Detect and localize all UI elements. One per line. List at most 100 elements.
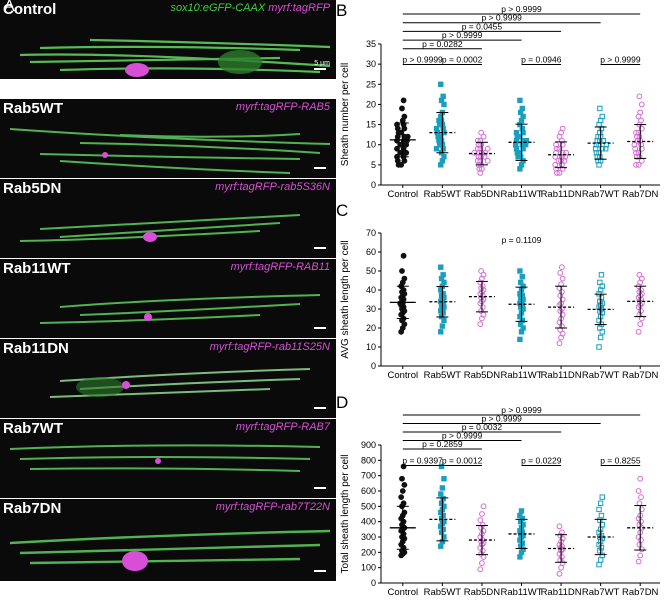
data-point bbox=[635, 488, 642, 494]
y-tick-label: 900 bbox=[361, 440, 376, 450]
data-point bbox=[603, 142, 610, 148]
construct-magenta: myrf:tagRFP bbox=[268, 2, 330, 14]
construct-label: myrf:tagRFP-RAB7 bbox=[235, 421, 330, 433]
p-value-label: p = 0.2859 bbox=[422, 439, 463, 449]
p-value-label: p > 0.9999 bbox=[402, 55, 443, 65]
data-point bbox=[517, 268, 523, 274]
data-point bbox=[597, 325, 603, 331]
data-point bbox=[599, 146, 605, 152]
data-point bbox=[597, 279, 603, 286]
x-tick-label: Rab7WT bbox=[582, 587, 620, 598]
scale-bar bbox=[314, 570, 326, 572]
data-point bbox=[633, 129, 639, 136]
condition-label: Rab5DN bbox=[3, 180, 62, 197]
data-point bbox=[598, 512, 605, 519]
y-tick-label: 600 bbox=[361, 486, 376, 496]
x-tick-label: Rab5WT bbox=[424, 189, 462, 200]
data-point bbox=[513, 129, 520, 136]
p-value-label: p > 0.9999 bbox=[442, 30, 483, 40]
data-point bbox=[631, 141, 638, 148]
data-point bbox=[558, 153, 565, 160]
y-tick-label: 20 bbox=[366, 99, 376, 109]
data-point bbox=[557, 532, 564, 539]
data-point bbox=[597, 105, 603, 112]
x-tick-label: Rab11DN bbox=[541, 370, 582, 381]
data-point bbox=[438, 543, 444, 549]
y-tick-label: 15 bbox=[366, 120, 376, 130]
y-tick-label: 50 bbox=[366, 266, 376, 276]
data-point bbox=[477, 534, 484, 540]
y-tick-label: 0 bbox=[371, 578, 376, 588]
data-point bbox=[471, 149, 478, 156]
x-tick-label: Rab7WT bbox=[582, 189, 620, 200]
data-point bbox=[597, 500, 604, 506]
micrograph-column: A Control sox10:eGFP-CAAX myrf:tagRFP 5 … bbox=[0, 0, 336, 600]
y-axis-label: Total sheath length per cell bbox=[340, 455, 351, 574]
y-tick-label: 35 bbox=[366, 39, 376, 49]
data-point bbox=[401, 481, 408, 488]
data-point bbox=[517, 336, 523, 343]
micrograph-rab7wt: Rab7WT myrf:tagRFP-RAB7 bbox=[0, 419, 336, 498]
data-point bbox=[401, 113, 408, 120]
x-tick-label: Rab7WT bbox=[582, 370, 620, 381]
data-point bbox=[517, 554, 523, 560]
scale-bar bbox=[314, 247, 326, 249]
data-point bbox=[518, 279, 524, 286]
x-tick-label: Rab5WT bbox=[424, 370, 462, 381]
y-axis-label: AVG sheath length per cell bbox=[340, 240, 351, 358]
p-value-label: p > 0.9999 bbox=[501, 405, 542, 415]
data-point bbox=[596, 506, 602, 513]
data-point bbox=[597, 548, 603, 554]
data-point bbox=[635, 515, 642, 522]
y-tick-label: 500 bbox=[361, 501, 376, 511]
data-point bbox=[478, 268, 485, 274]
chart-column: B C D 0 5 10 15 20 25 30 35 Sheath number per ce… bbox=[336, 0, 672, 600]
p-value-label: p = 0.0002 bbox=[442, 55, 483, 65]
data-point bbox=[477, 137, 484, 144]
data-point bbox=[635, 129, 642, 136]
data-point bbox=[553, 145, 560, 152]
data-point bbox=[556, 145, 563, 152]
data-point bbox=[636, 271, 643, 278]
y-tick-label: 400 bbox=[361, 517, 376, 527]
y-tick-label: 40 bbox=[366, 285, 376, 295]
data-point bbox=[635, 149, 642, 156]
data-point bbox=[636, 93, 643, 100]
panel-letter-d: D bbox=[336, 393, 348, 412]
x-tick-label: Rab11WT bbox=[500, 587, 542, 598]
data-point bbox=[438, 329, 444, 335]
data-point bbox=[518, 508, 525, 514]
y-tick-label: 300 bbox=[361, 532, 376, 542]
data-point bbox=[439, 485, 446, 491]
condition-label: Rab7WT bbox=[3, 420, 63, 437]
data-point bbox=[596, 561, 602, 568]
data-point bbox=[561, 157, 568, 164]
micrograph-rab11dn: Rab11DN myrf:tagRFP-rab11S25N bbox=[0, 339, 336, 418]
y-axis-label: Sheath number per cell bbox=[340, 63, 351, 166]
data-point bbox=[638, 546, 645, 553]
x-tick-label: Rab5WT bbox=[424, 587, 462, 598]
data-point bbox=[399, 105, 405, 112]
data-point bbox=[480, 503, 487, 510]
data-point bbox=[597, 298, 603, 305]
y-tick-label: 20 bbox=[366, 323, 376, 333]
data-point bbox=[399, 475, 405, 482]
data-point bbox=[400, 252, 407, 259]
data-point bbox=[556, 340, 563, 347]
y-tick-label: 0 bbox=[371, 180, 376, 190]
data-point bbox=[597, 557, 604, 563]
data-point bbox=[479, 560, 485, 566]
data-point bbox=[401, 275, 408, 282]
data-point bbox=[638, 141, 644, 148]
p-value-label: p = 0.0946 bbox=[521, 55, 562, 65]
data-point bbox=[558, 264, 565, 271]
scale-bar bbox=[314, 487, 326, 489]
data-point bbox=[400, 500, 407, 507]
data-point bbox=[477, 517, 484, 524]
x-tick-label: Control bbox=[387, 189, 418, 200]
data-point bbox=[632, 145, 639, 152]
x-tick-label: Rab7DN bbox=[622, 189, 659, 200]
p-value-label: p > 0.9999 bbox=[482, 13, 523, 23]
data-point bbox=[484, 157, 491, 164]
data-point bbox=[599, 113, 605, 120]
